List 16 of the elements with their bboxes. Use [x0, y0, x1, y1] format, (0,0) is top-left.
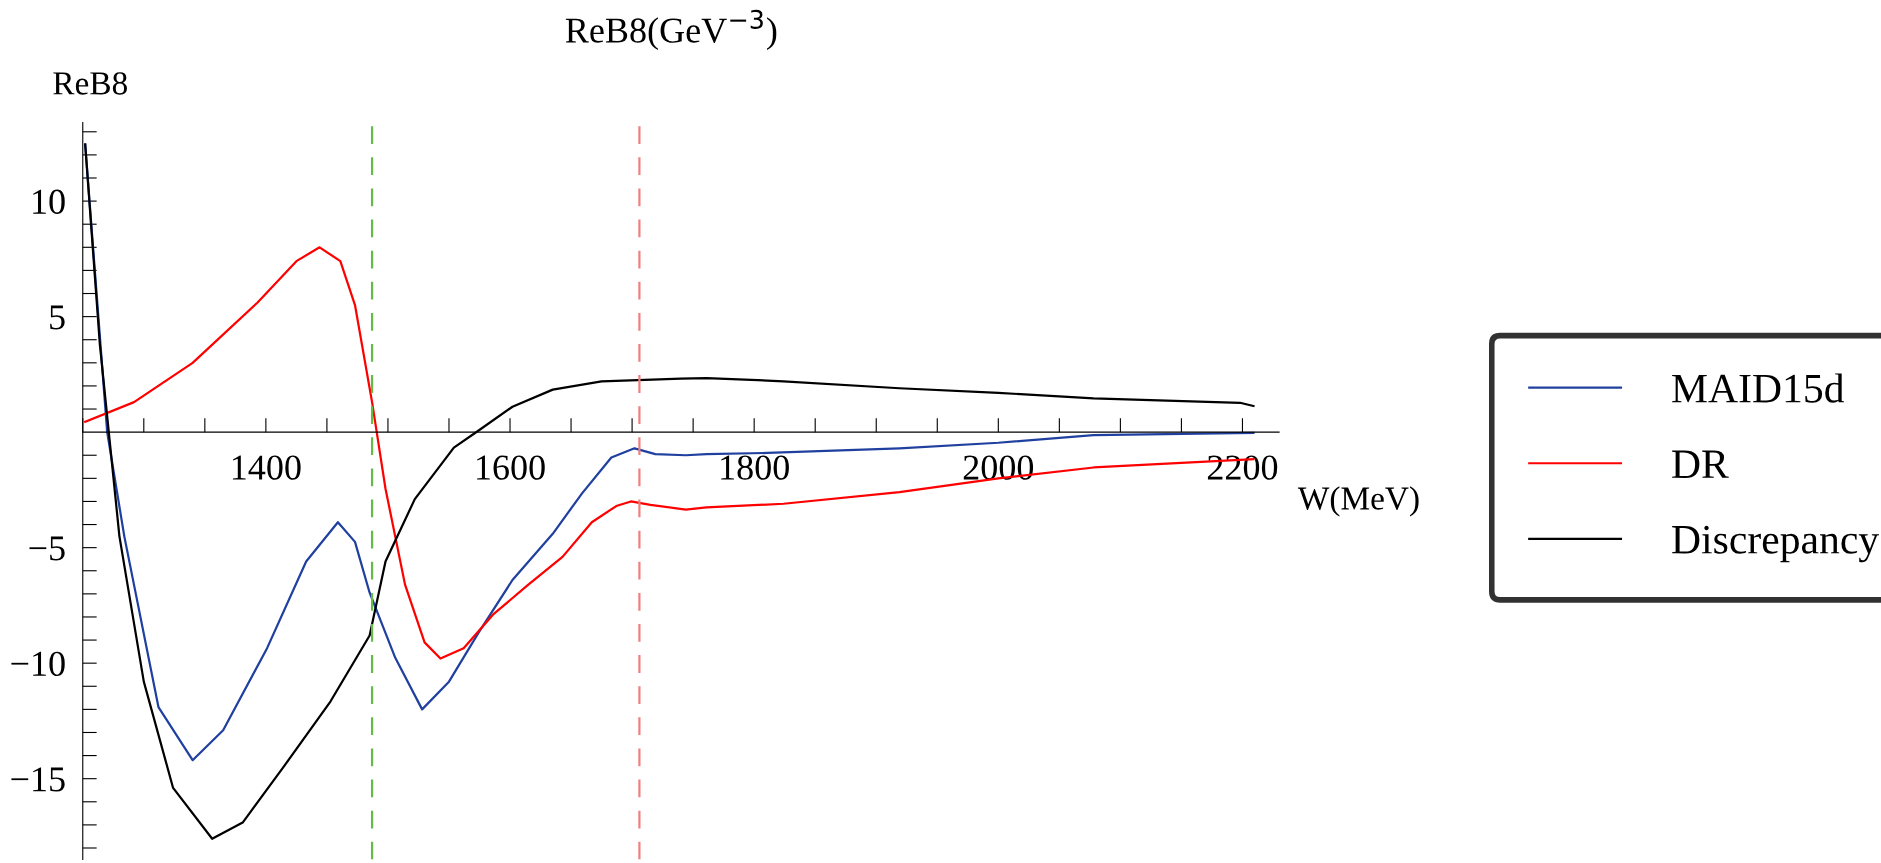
legend-label: Discrepancy — [1672, 525, 1880, 563]
legend-label: DR — [1672, 450, 1729, 478]
y-tick-label: 10 — [33, 189, 65, 214]
y-axis-title: ReB8 — [53, 72, 127, 95]
y-tick-label: 5 — [50, 305, 65, 330]
x-tick-label: 2200 — [1207, 455, 1278, 480]
x-axis-title: W(MeV) — [1297, 486, 1419, 517]
x-tick-label: 1600 — [477, 455, 545, 480]
legend-label: MAID15d — [1672, 373, 1845, 403]
x-tick-label: 2000 — [963, 455, 1034, 480]
y-tick-label: −10 — [11, 651, 65, 677]
x-tick-label: 1400 — [232, 455, 301, 480]
x-tick-label: 1800 — [721, 455, 789, 480]
y-tick-label: −15 — [11, 767, 65, 792]
chart-title: ReB8(GeV$^{−3}$) — [565, 9, 777, 51]
y-tick-label: −5 — [29, 536, 65, 561]
